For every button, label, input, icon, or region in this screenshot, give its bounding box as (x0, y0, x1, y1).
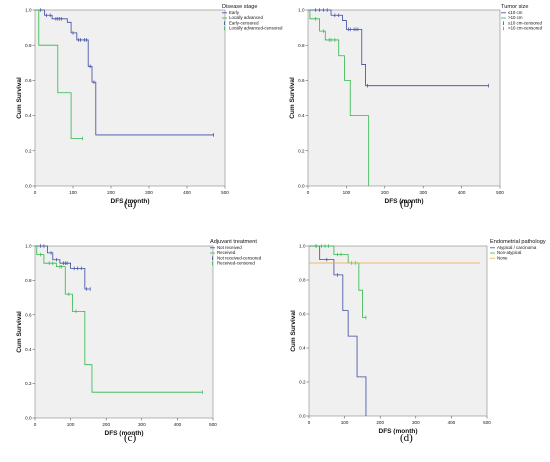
x-tick-label: 100 (69, 190, 77, 195)
x-tick-label: 400 (448, 420, 456, 425)
y-tick-label: 0.6 (298, 78, 305, 83)
km-curve (35, 9, 83, 139)
km-curve (35, 245, 91, 290)
km-chart-d: 0.0 0.2 0.4 0.6 0.8 1.0 0 100 200 300 400 500 DFS (m… (290, 239, 546, 435)
x-tick-label: 200 (381, 190, 389, 195)
y-tick-label: 0.8 (25, 43, 32, 48)
x-axis-label: DFS (month) (379, 428, 418, 435)
y-axis-label: Cum Survival (289, 77, 296, 119)
y-tick-label: 0.2 (299, 380, 306, 385)
x-tick-label: 400 (174, 422, 182, 427)
x-tick-label: 500 (483, 420, 491, 425)
km-curve (35, 9, 214, 136)
panel-label-a: (a) (124, 198, 137, 210)
legend-entry: >10 cm-censored (508, 26, 543, 31)
legend-entry: Early (229, 10, 240, 15)
x-axis-label: DFS (month) (385, 198, 424, 205)
km-curve (308, 9, 489, 87)
plot-area (34, 9, 226, 187)
y-tick-label: 0.0 (298, 184, 305, 189)
y-tick-label: 0.0 (299, 414, 306, 419)
km-chart-c: 0.0 0.2 0.4 0.6 0.8 1.0 0 100 200 300 400 500 DFS (m… (16, 239, 262, 437)
y-tick-label: 0.2 (25, 381, 32, 386)
x-tick-label: 300 (138, 422, 146, 427)
x-tick-label: 500 (209, 422, 217, 427)
km-chart-b: 0.0 0.2 0.4 0.6 0.8 1.0 0 100 200 300 400 500 DFS (m… (289, 4, 543, 205)
y-tick-label: 1.0 (25, 8, 32, 13)
y-tick-label: 0.4 (25, 113, 32, 118)
legend-entry: Not received-censored (217, 255, 262, 260)
legend-entry: Not received (217, 245, 242, 250)
x-tick-label: 0 (34, 190, 37, 195)
panel-d: 0.0 0.2 0.4 0.6 0.8 1.0 0 100 200 300 400 500 DFS (m… (275, 231, 550, 462)
km-curve (309, 245, 367, 416)
x-tick-label: 300 (419, 190, 427, 195)
x-tick-label: 0 (34, 422, 37, 427)
x-axis-label: DFS (month) (105, 430, 144, 437)
y-axis-label: Cum Survival (16, 77, 23, 119)
y-axis-label: Cum Survival (16, 311, 23, 353)
panel-label-d: (d) (400, 432, 413, 444)
x-tick-label: 100 (343, 190, 351, 195)
y-tick-label: 1.0 (298, 8, 305, 13)
x-tick-label: 500 (221, 190, 229, 195)
y-tick-label: 0.2 (298, 148, 305, 153)
y-tick-label: 1.0 (25, 244, 32, 249)
x-tick-label: 100 (67, 422, 75, 427)
y-tick-label: 0.4 (25, 347, 32, 352)
y-tick-label: 0.6 (25, 312, 32, 317)
legend-entry: Locally advanced-censored (229, 26, 283, 31)
x-tick-label: 200 (107, 190, 115, 195)
plot-area (307, 9, 501, 187)
legend-entry: None (497, 255, 508, 260)
km-curve (308, 9, 370, 186)
plot-area (308, 245, 488, 417)
panel-label-b: (b) (400, 198, 413, 210)
legend-entry: Atypical / carcinoma (497, 245, 537, 250)
y-tick-label: 0.8 (298, 43, 305, 48)
panel-c: 0.0 0.2 0.4 0.6 0.8 1.0 0 100 200 300 400 500 DFS (m… (0, 231, 275, 462)
x-tick-label: 400 (458, 190, 466, 195)
panel-b: 0.0 0.2 0.4 0.6 0.8 1.0 0 100 200 300 400 500 DFS (m… (275, 0, 550, 231)
y-tick-label: 0.8 (299, 278, 306, 283)
legend-entry: Locally advanced (229, 15, 263, 20)
plot-area (34, 245, 214, 419)
x-tick-label: 0 (307, 190, 310, 195)
y-tick-label: 1.0 (299, 244, 306, 249)
panel-label-c: (c) (124, 432, 137, 444)
x-tick-label: 200 (376, 420, 384, 425)
x-axis-label: DFS (month) (111, 198, 150, 205)
legend-title: Tumor size (501, 4, 528, 10)
y-tick-label: 0.2 (25, 148, 32, 153)
x-tick-label: 500 (496, 190, 504, 195)
y-tick-label: 0.0 (25, 184, 32, 189)
x-tick-label: 300 (145, 190, 153, 195)
x-tick-label: 0 (308, 420, 311, 425)
legend-entry: Early-censored (229, 20, 259, 25)
y-tick-label: 0.8 (25, 278, 32, 283)
legend-entry: ≤10 cm (508, 10, 523, 15)
panel-a: 0.0 0.2 0.4 0.6 0.8 1.0 0 100 200 300 400 500 DFS (m… (0, 0, 283, 231)
legend-entry: Received (217, 250, 236, 255)
x-tick-label: 100 (341, 420, 349, 425)
x-tick-label: 200 (102, 422, 110, 427)
legend-title: Adjuvant treatment (210, 239, 257, 245)
y-tick-label: 0.0 (25, 416, 32, 421)
y-axis-label: Cum Survival (290, 310, 297, 352)
x-tick-label: 300 (412, 420, 420, 425)
x-tick-label: 400 (183, 190, 191, 195)
y-tick-label: 0.6 (25, 78, 32, 83)
legend-entry: >10 cm (508, 15, 523, 20)
legend-entry: Received-censored (217, 261, 255, 266)
legend-title: Disease stage (222, 4, 257, 10)
km-chart-a: 0.0 0.2 0.4 0.6 0.8 1.0 0 100 200 300 400 500 DFS (m… (16, 4, 283, 205)
y-tick-label: 0.6 (299, 312, 306, 317)
legend-entry: Non-atypical (497, 250, 521, 255)
legend-entry: ≤10 cm-censored (508, 20, 542, 25)
legend-title: Endometrial pathology (490, 239, 546, 245)
y-tick-label: 0.4 (299, 346, 306, 351)
y-tick-label: 0.4 (298, 113, 305, 118)
